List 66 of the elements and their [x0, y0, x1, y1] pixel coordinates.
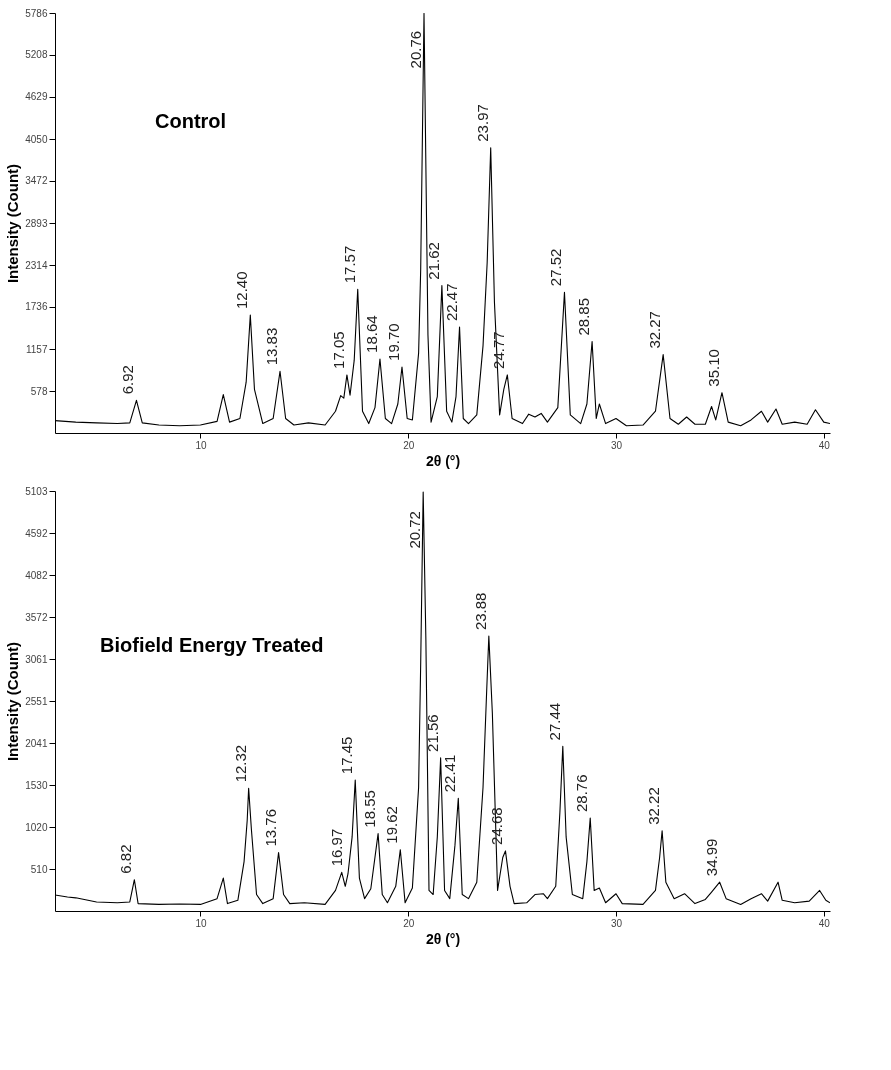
x-tick-label: 10	[195, 439, 207, 451]
y-tick-label: 5103	[25, 485, 48, 497]
annotation: 24.77	[490, 331, 508, 369]
annotation: 12.32	[231, 744, 249, 783]
annotation: 18.64	[362, 315, 380, 353]
x-tick-label: 10	[195, 917, 207, 929]
y-tick-label: 1530	[25, 779, 48, 791]
annotation: 28.76	[573, 774, 591, 812]
x-axis-title: 2θ (°)	[425, 452, 461, 469]
annotation: 24.68	[488, 807, 506, 845]
y-tick-label: 1157	[25, 343, 48, 355]
annotation: 6.92	[119, 365, 137, 395]
annotation: 13.76	[261, 809, 279, 847]
annotation: 16.97	[328, 828, 346, 867]
annotation: 17.05	[329, 331, 347, 369]
y-tick-label: 2314	[25, 259, 48, 271]
x-axis-title: 2θ (°)	[425, 930, 461, 947]
annotation: 20.72	[406, 511, 424, 549]
text: Biofield Energy Treated	[100, 634, 324, 657]
y-tick-label: 3061	[25, 653, 48, 665]
y-tick-label: 3572	[25, 611, 48, 623]
y-tick-label: 4050	[25, 133, 48, 145]
annotation: 27.44	[545, 702, 563, 741]
y-tick-label: 4629	[25, 91, 48, 103]
y-tick-label: 2041	[25, 737, 48, 749]
annotation: 17.57	[340, 245, 358, 284]
annotation: 32.27	[646, 311, 664, 349]
y-tick-label: 2551	[25, 695, 48, 707]
x-tick-label: 40	[818, 439, 831, 451]
y-tick-label: 5786	[25, 7, 48, 19]
annotation: 35.10	[704, 349, 722, 387]
y-tick-label: 3472	[25, 175, 48, 187]
annotation: 19.70	[384, 323, 402, 361]
x-tick-label: 30	[610, 439, 623, 451]
x-tick-label: 30	[610, 917, 623, 929]
annotation: 13.83	[263, 327, 281, 366]
annotation: 32.22	[645, 787, 663, 825]
y-axis-title: Intensity (Count)	[4, 163, 22, 284]
annotation: 23.97	[473, 104, 491, 142]
y-tick-label: 1020	[25, 821, 48, 833]
annotation: 6.82	[117, 844, 135, 874]
y-tick-label: 510	[30, 863, 48, 875]
annotation: 22.41	[441, 754, 459, 793]
y-tick-label: 2893	[25, 217, 48, 229]
x-tick-label: 40	[818, 917, 831, 929]
annotation: 22.47	[442, 283, 460, 322]
x-tick-label: 20	[403, 439, 415, 451]
annotation: 27.52	[547, 248, 565, 287]
annotation: 19.62	[383, 806, 401, 844]
annotation: 12.40	[233, 271, 251, 310]
annotation: 21.56	[423, 714, 441, 752]
y-axis-title: Intensity (Count)	[4, 641, 22, 762]
x-tick-label: 20	[403, 917, 415, 929]
annotation: 21.62	[424, 242, 442, 280]
annotation: 23.88	[471, 592, 489, 631]
y-tick-label: 1736	[25, 301, 48, 313]
y-tick-label: 4592	[25, 527, 48, 539]
annotation: 18.55	[361, 790, 379, 828]
annotation: 20.76	[407, 30, 425, 69]
annotation: 28.85	[575, 297, 593, 336]
annotation: 34.99	[702, 838, 720, 877]
y-tick-label: 4082	[25, 569, 48, 581]
y-tick-label: 5208	[25, 49, 48, 61]
y-tick-label: 578	[30, 385, 48, 397]
annotation: 17.45	[338, 736, 356, 775]
text: Control	[155, 110, 227, 133]
